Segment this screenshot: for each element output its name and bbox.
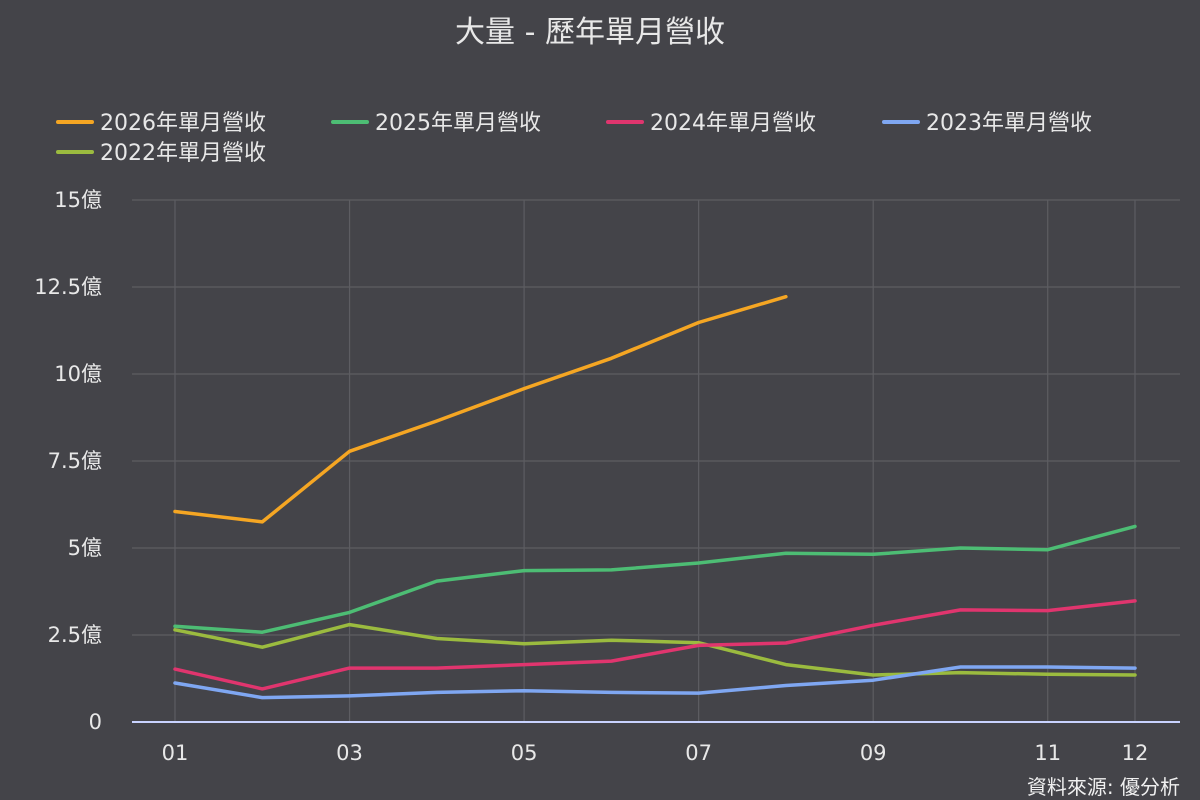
y-tick-label: 5億 [68,536,102,560]
legend-label: 2023年單月營收 [926,111,1092,136]
x-tick-label: 07 [685,741,712,765]
y-tick-label: 10億 [54,362,102,386]
series-lines [173,294,1137,700]
x-tick-label: 01 [162,741,189,765]
source-note: 資料來源: 優分析 [1027,775,1180,799]
x-tick-label: 09 [860,741,887,765]
series-line-2026 [173,294,788,524]
legend: 2026年單月營收 2025年單月營收 2024年單月營收 2023年單月營收 2022… [56,111,1092,166]
legend-label: 2022年單月營收 [100,141,266,166]
legend-label: 2026年單月營收 [100,111,266,136]
series-line-2024 [173,599,1137,691]
chart-title: 大量 - 歷年單月營收 [455,15,725,50]
legend-label: 2024年單月營收 [650,111,816,136]
y-tick-label: 2.5億 [48,623,102,647]
series-line-2022 [173,622,1137,677]
x-tick-label: 05 [511,741,538,765]
y-tick-label: 7.5億 [48,449,102,473]
legend-label: 2025年單月營收 [375,111,541,136]
series-line-2025 [173,524,1137,634]
x-tick-label: 03 [336,741,363,765]
y-tick-label: 15億 [54,188,102,212]
x-tick-label: 12 [1122,741,1149,765]
y-tick-label: 0 [89,710,102,734]
grid [132,199,1180,722]
x-tick-label: 11 [1034,741,1061,765]
series-line-2023 [173,665,1137,700]
y-axis-tick-labels: 0 2.5億 5億 7.5億 10億 12.5億 15億 [34,188,102,734]
x-axis-tick-labels: 01 03 05 07 09 11 12 [162,741,1149,765]
y-tick-label: 12.5億 [34,275,102,299]
